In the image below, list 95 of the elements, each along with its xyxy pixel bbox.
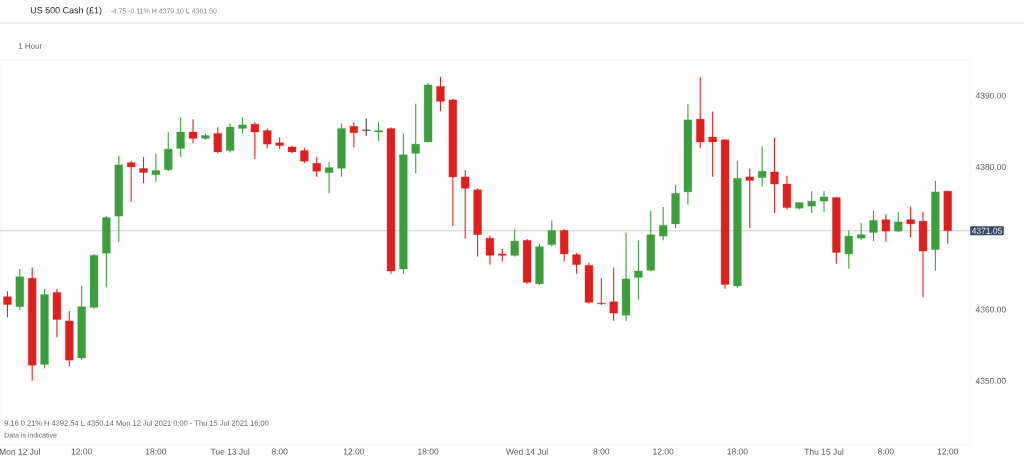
x-tick-label: 18:00 [145,448,167,455]
candlestick [708,111,717,177]
candlestick [188,119,198,144]
x-tick-label: Tue 13 Jul [210,448,250,455]
candlestick [535,244,544,286]
candlestick [819,191,829,212]
chart-title: US 500 Cash (£1) [30,6,102,16]
candlestick [448,98,457,226]
candlestick [201,133,210,140]
x-tick-label: 18:00 [418,448,439,455]
candlestick [250,122,259,159]
candlestick [770,137,779,214]
candlestick [411,103,420,174]
x-tick-label: 8:00 [271,448,288,455]
candlestick [312,157,321,177]
candlestick [745,168,754,229]
candlestick [621,232,631,321]
candlestick [584,262,594,304]
candlestick [832,197,841,264]
candlestick [485,235,495,265]
candlestick [89,254,99,309]
candlestick [646,210,655,272]
x-tick-label: 8:00 [878,448,894,455]
candlestick [287,145,297,154]
candlestick [399,133,408,274]
candlestick [461,169,470,239]
candlestick [869,210,878,241]
candlestick [386,127,396,274]
candlestick [498,249,507,262]
candlestick [15,269,24,311]
candlestick [881,214,890,242]
x-tick-label: 18:00 [727,448,748,455]
candlestick [659,207,668,241]
candlestick [77,286,86,360]
y-tick-label: 4360.00 [975,306,1006,313]
candlestick [918,212,928,298]
candlestick [733,160,742,288]
candlestick [127,160,136,202]
x-tick-label: 12:00 [937,448,958,455]
x-tick-label: 8:00 [593,448,610,455]
candlestick [473,188,482,257]
x-tick-label: 12:00 [653,448,674,455]
candlestick [28,267,37,381]
candlestick [362,118,371,137]
ref-line-label: 4371.05 [971,227,1002,234]
candlestick [176,117,185,157]
candlestick [275,137,284,149]
candlestick [696,77,705,149]
candlestick [263,128,272,149]
candlestick [943,190,952,244]
x-tick-label: 12:00 [71,448,92,455]
candlestick [894,212,903,232]
candlestick [151,153,161,182]
y-tick-label: 4390.00 [975,92,1006,99]
candlestick [164,132,173,172]
candlestick [671,184,680,229]
candlestick [300,147,309,164]
candlestick [52,289,62,338]
y-tick-label: 4350.00 [975,377,1006,384]
x-tick-label: 12:00 [343,448,365,455]
candlestick [3,291,12,318]
candlestick [597,278,606,306]
candlestick [337,123,346,177]
candlestick [807,191,816,214]
candlestick [114,155,123,242]
x-tick-label: Thu 15 Jul [804,448,844,455]
candlestick [609,267,618,321]
candlestick [683,104,693,205]
candlestick [139,157,148,184]
candlestick [325,162,334,194]
candlestick [102,216,111,288]
candlestick [857,222,866,241]
x-tick-label: Wed 14 Jul [506,448,548,455]
candlestick [782,175,792,210]
candlestick [436,76,445,112]
candlestick [795,202,804,210]
candlestick [560,229,569,262]
candlestick [522,239,532,284]
candlestick [634,240,643,300]
candlestick [238,117,247,134]
candlestick [213,127,222,154]
candlestick [40,289,49,369]
candlestick [758,146,767,187]
candlestick [906,207,915,238]
candlestick [510,229,519,257]
x-tick-label: Mon 12 Jul [0,448,40,455]
candlestick [720,139,730,289]
candlestick [844,230,853,269]
candlestick [572,252,581,274]
y-tick-label: 4380.00 [975,163,1006,170]
candlestick [931,180,940,271]
candlestick [547,220,556,247]
candlestick [423,82,433,143]
candlestick [374,122,383,142]
candlestick [65,311,74,367]
